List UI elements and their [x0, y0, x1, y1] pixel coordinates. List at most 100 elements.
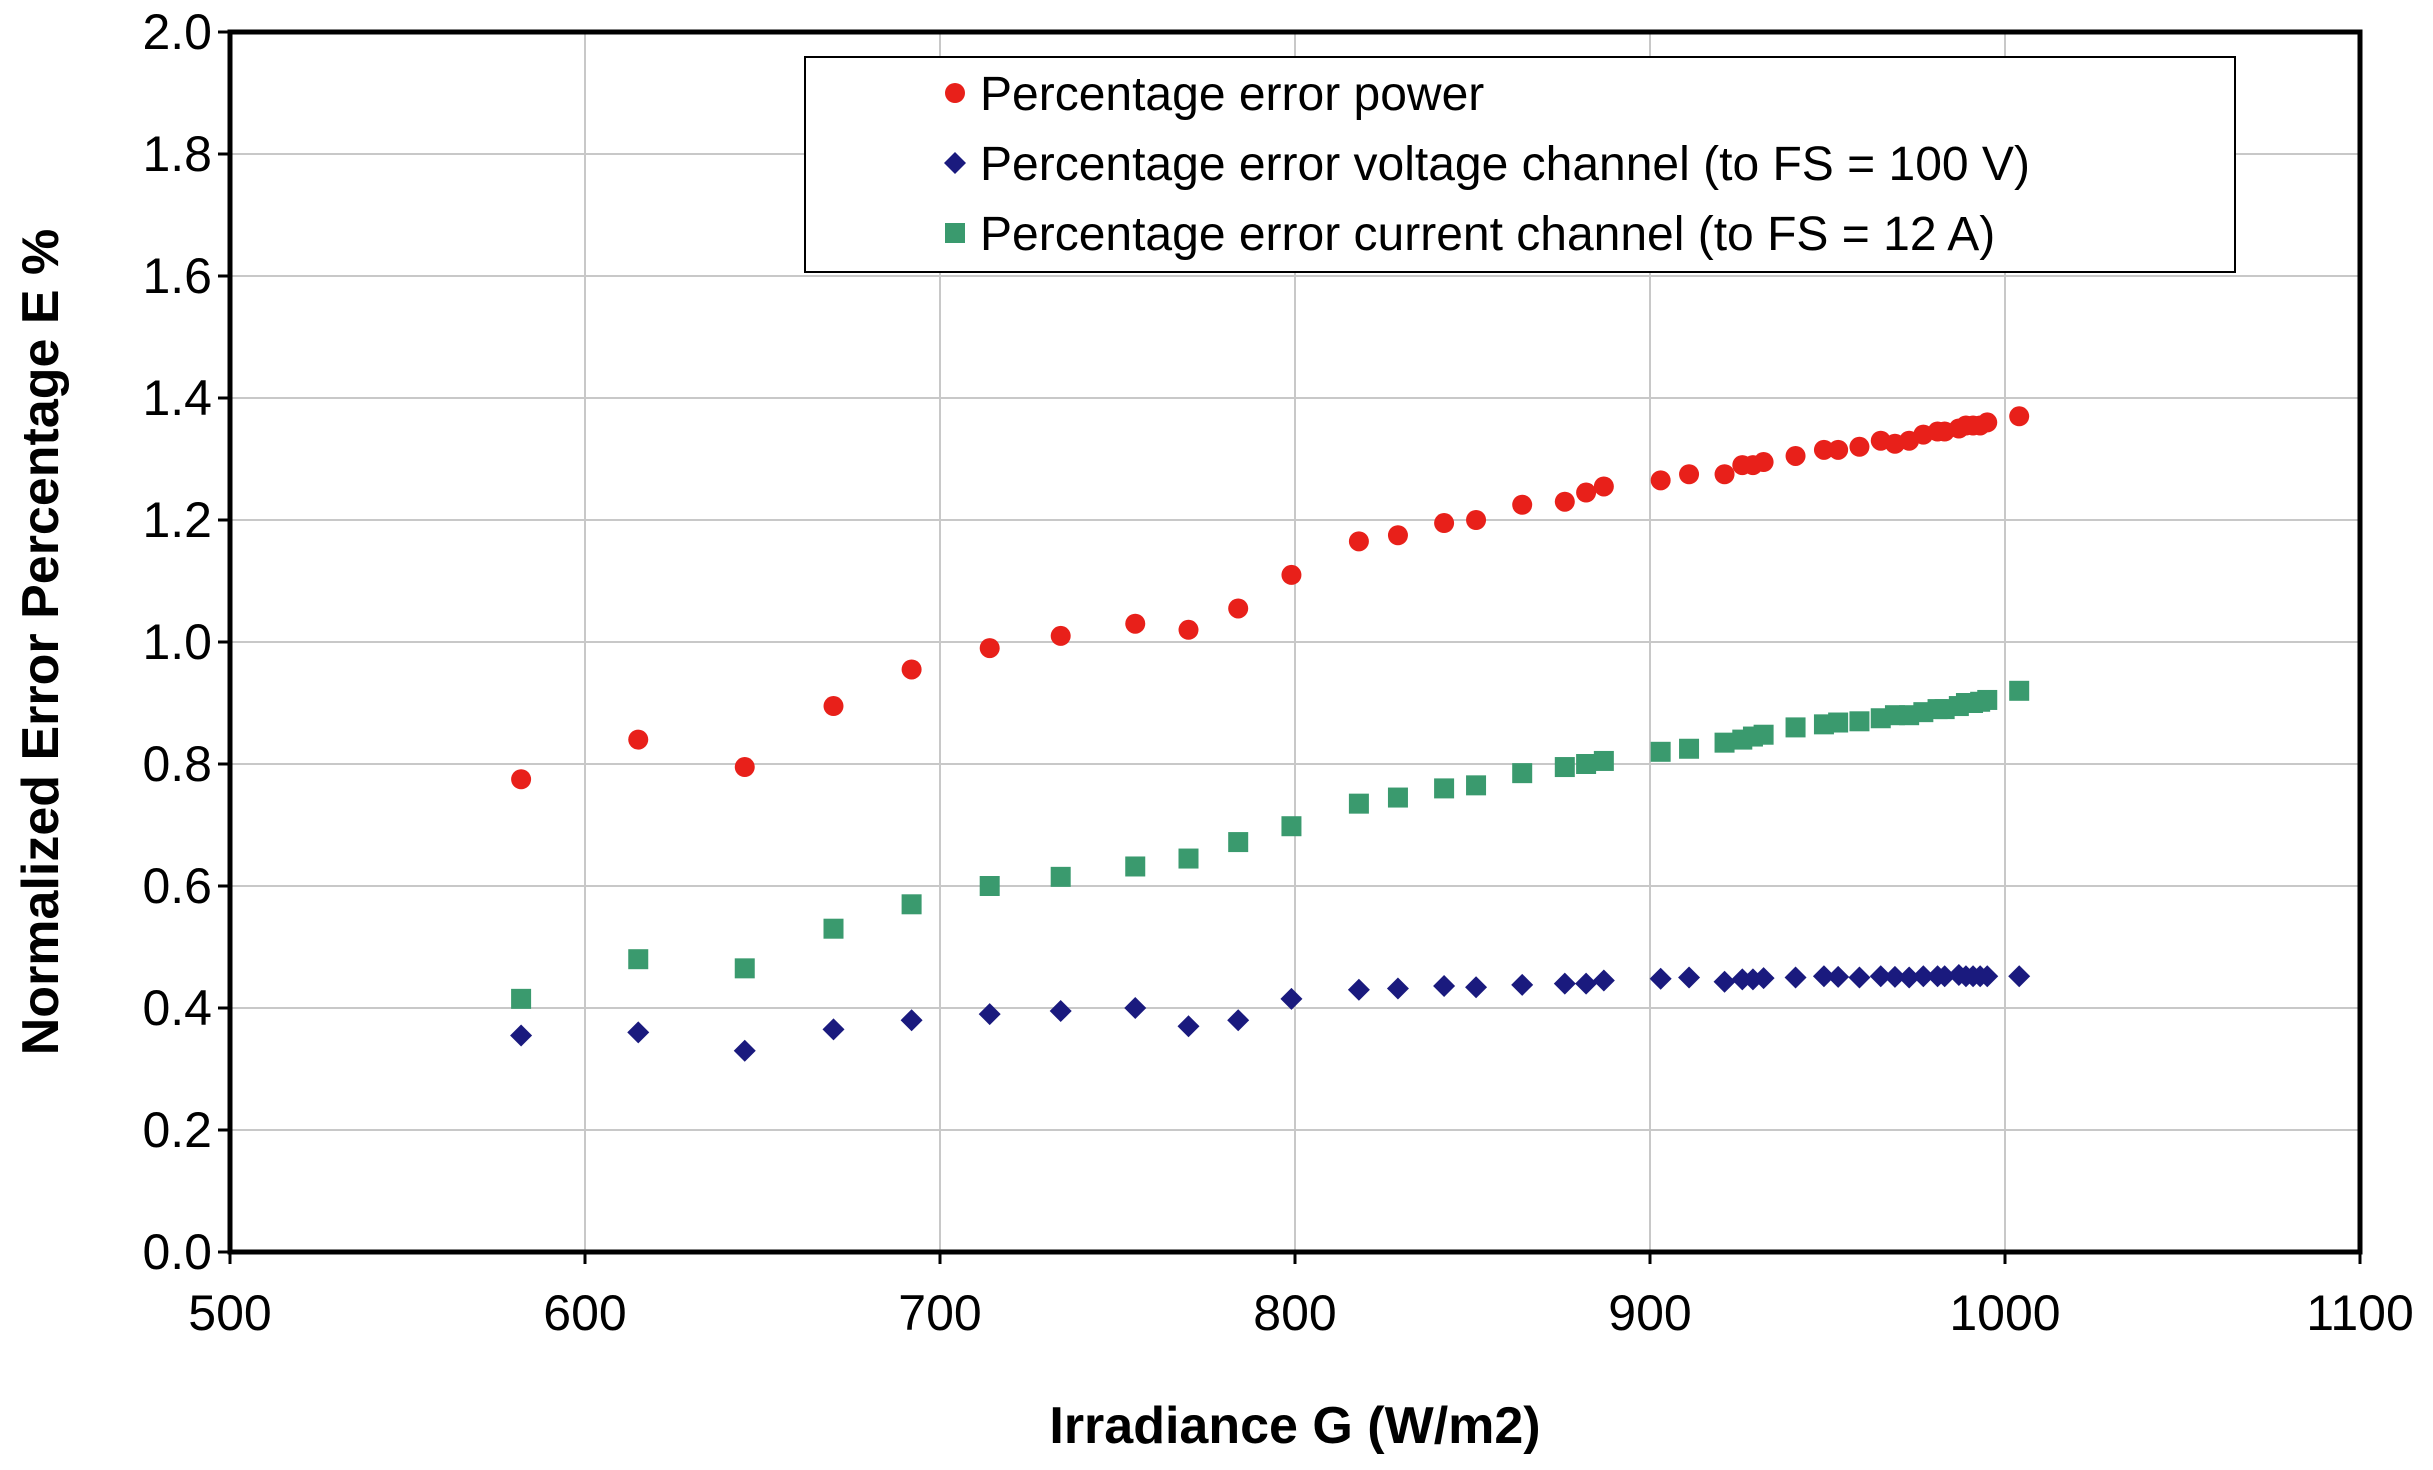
y-tick-label: 1.2 [142, 492, 212, 548]
data-point-power [628, 729, 649, 750]
x-tick-label: 800 [1253, 1285, 1336, 1341]
data-point-current [511, 988, 532, 1009]
y-tick-label: 1.8 [142, 126, 212, 182]
data-point-power [823, 696, 844, 717]
data-point-power [1849, 436, 1870, 457]
x-tick-label: 600 [543, 1285, 626, 1341]
data-point-voltage [1933, 965, 1956, 988]
data-point-voltage [1827, 965, 1850, 988]
data-point-voltage [1678, 966, 1701, 989]
data-point-current [1125, 856, 1146, 877]
data-point-voltage [1784, 966, 1807, 989]
series-current [511, 680, 2030, 1009]
data-point-power [1125, 613, 1146, 634]
data-point-current [734, 958, 755, 979]
x-tick-label: 1100 [2306, 1285, 2414, 1341]
data-point-voltage [1177, 1015, 1200, 1038]
data-point-voltage [1752, 967, 1775, 990]
data-point-current [1849, 711, 1870, 732]
data-point-current [2009, 680, 2030, 701]
data-point-current [1387, 787, 1408, 808]
data-point-voltage [822, 1018, 845, 1041]
data-point-current [1679, 738, 1700, 759]
data-point-power [1050, 625, 1071, 646]
x-tick-labels: 500 600 700 800 900 1000 1100 [188, 1285, 2413, 1341]
data-point-voltage [510, 1024, 533, 1047]
data-point-power [1434, 513, 1455, 534]
legend-label-voltage: Percentage error voltage channel (to FS … [980, 138, 2030, 191]
data-point-voltage [733, 1039, 756, 1062]
x-tick-label: 1000 [1949, 1285, 2060, 1341]
data-point-current [1466, 775, 1487, 796]
data-point-voltage [1280, 987, 1303, 1010]
data-point-voltage [900, 1009, 923, 1032]
data-point-power [1813, 439, 1834, 460]
data-point-power [1785, 445, 1806, 466]
data-point-voltage [1592, 969, 1615, 992]
data-point-power [979, 638, 1000, 659]
data-point-voltage [1898, 966, 1921, 989]
data-point-voltage [627, 1021, 650, 1044]
y-tick-label: 0.2 [142, 1102, 212, 1158]
data-point-current [823, 918, 844, 939]
plot-border [227, 29, 2363, 1255]
y-tick-label: 1.0 [142, 614, 212, 670]
legend-box [804, 56, 2236, 273]
data-point-power [1348, 531, 1369, 552]
data-point-current [1714, 732, 1735, 753]
data-point-voltage [1812, 965, 1835, 988]
data-point-current [1348, 793, 1369, 814]
y-tick-label: 0.6 [142, 858, 212, 914]
data-point-voltage [1049, 1000, 1072, 1023]
data-point-voltage [1575, 972, 1598, 995]
y-tick-label: 1.6 [142, 248, 212, 304]
y-tick-label: 0.4 [142, 980, 212, 1036]
legend-marker-current [945, 223, 965, 243]
data-point-power [1828, 439, 1849, 460]
data-point-voltage [1227, 1009, 1250, 1032]
data-point-voltage [1386, 977, 1409, 1000]
data-point-voltage [978, 1003, 1001, 1026]
data-point-voltage [1553, 972, 1576, 995]
data-point-power [901, 659, 922, 680]
data-point-power [511, 769, 532, 790]
data-point-current [628, 949, 649, 970]
data-point-voltage [1649, 967, 1672, 990]
data-point-voltage [1883, 965, 1906, 988]
data-point-current [979, 876, 1000, 896]
data-point-power [1714, 464, 1735, 485]
data-point-voltage [1912, 965, 1935, 988]
data-point-power [1650, 470, 1671, 491]
data-point-current [1576, 754, 1597, 774]
data-point-voltage [1869, 965, 1892, 988]
data-point-voltage [1713, 970, 1736, 993]
data-point-power [1387, 525, 1408, 546]
legend-marker-voltage [944, 152, 966, 174]
y-tick-label: 0.8 [142, 736, 212, 792]
data-point-power [1281, 564, 1302, 585]
data-point-current [1281, 816, 1302, 837]
data-point-current [1434, 778, 1455, 799]
data-point-current [1050, 866, 1071, 887]
data-point-power [1512, 494, 1533, 515]
data-point-voltage [1511, 973, 1534, 996]
data-point-voltage [2008, 965, 2031, 988]
data-point-current [1554, 757, 1575, 778]
data-point-current [1512, 763, 1533, 784]
data-point-current [1785, 717, 1806, 738]
legend-marker-power [945, 83, 965, 103]
series-power [511, 406, 2030, 790]
data-point-current [1228, 832, 1249, 853]
data-point-power [1178, 619, 1199, 640]
data-point-voltage [1848, 966, 1871, 989]
data-point-power [1466, 510, 1487, 530]
y-tick-label: 1.4 [142, 370, 212, 426]
x-tick-label: 700 [898, 1285, 981, 1341]
data-point-power [1679, 464, 1700, 485]
x-tick-label: 500 [188, 1285, 271, 1341]
data-points [510, 406, 2031, 1062]
data-point-power [1977, 412, 1998, 433]
data-point-current [1828, 712, 1849, 733]
data-point-power [1753, 452, 1774, 473]
